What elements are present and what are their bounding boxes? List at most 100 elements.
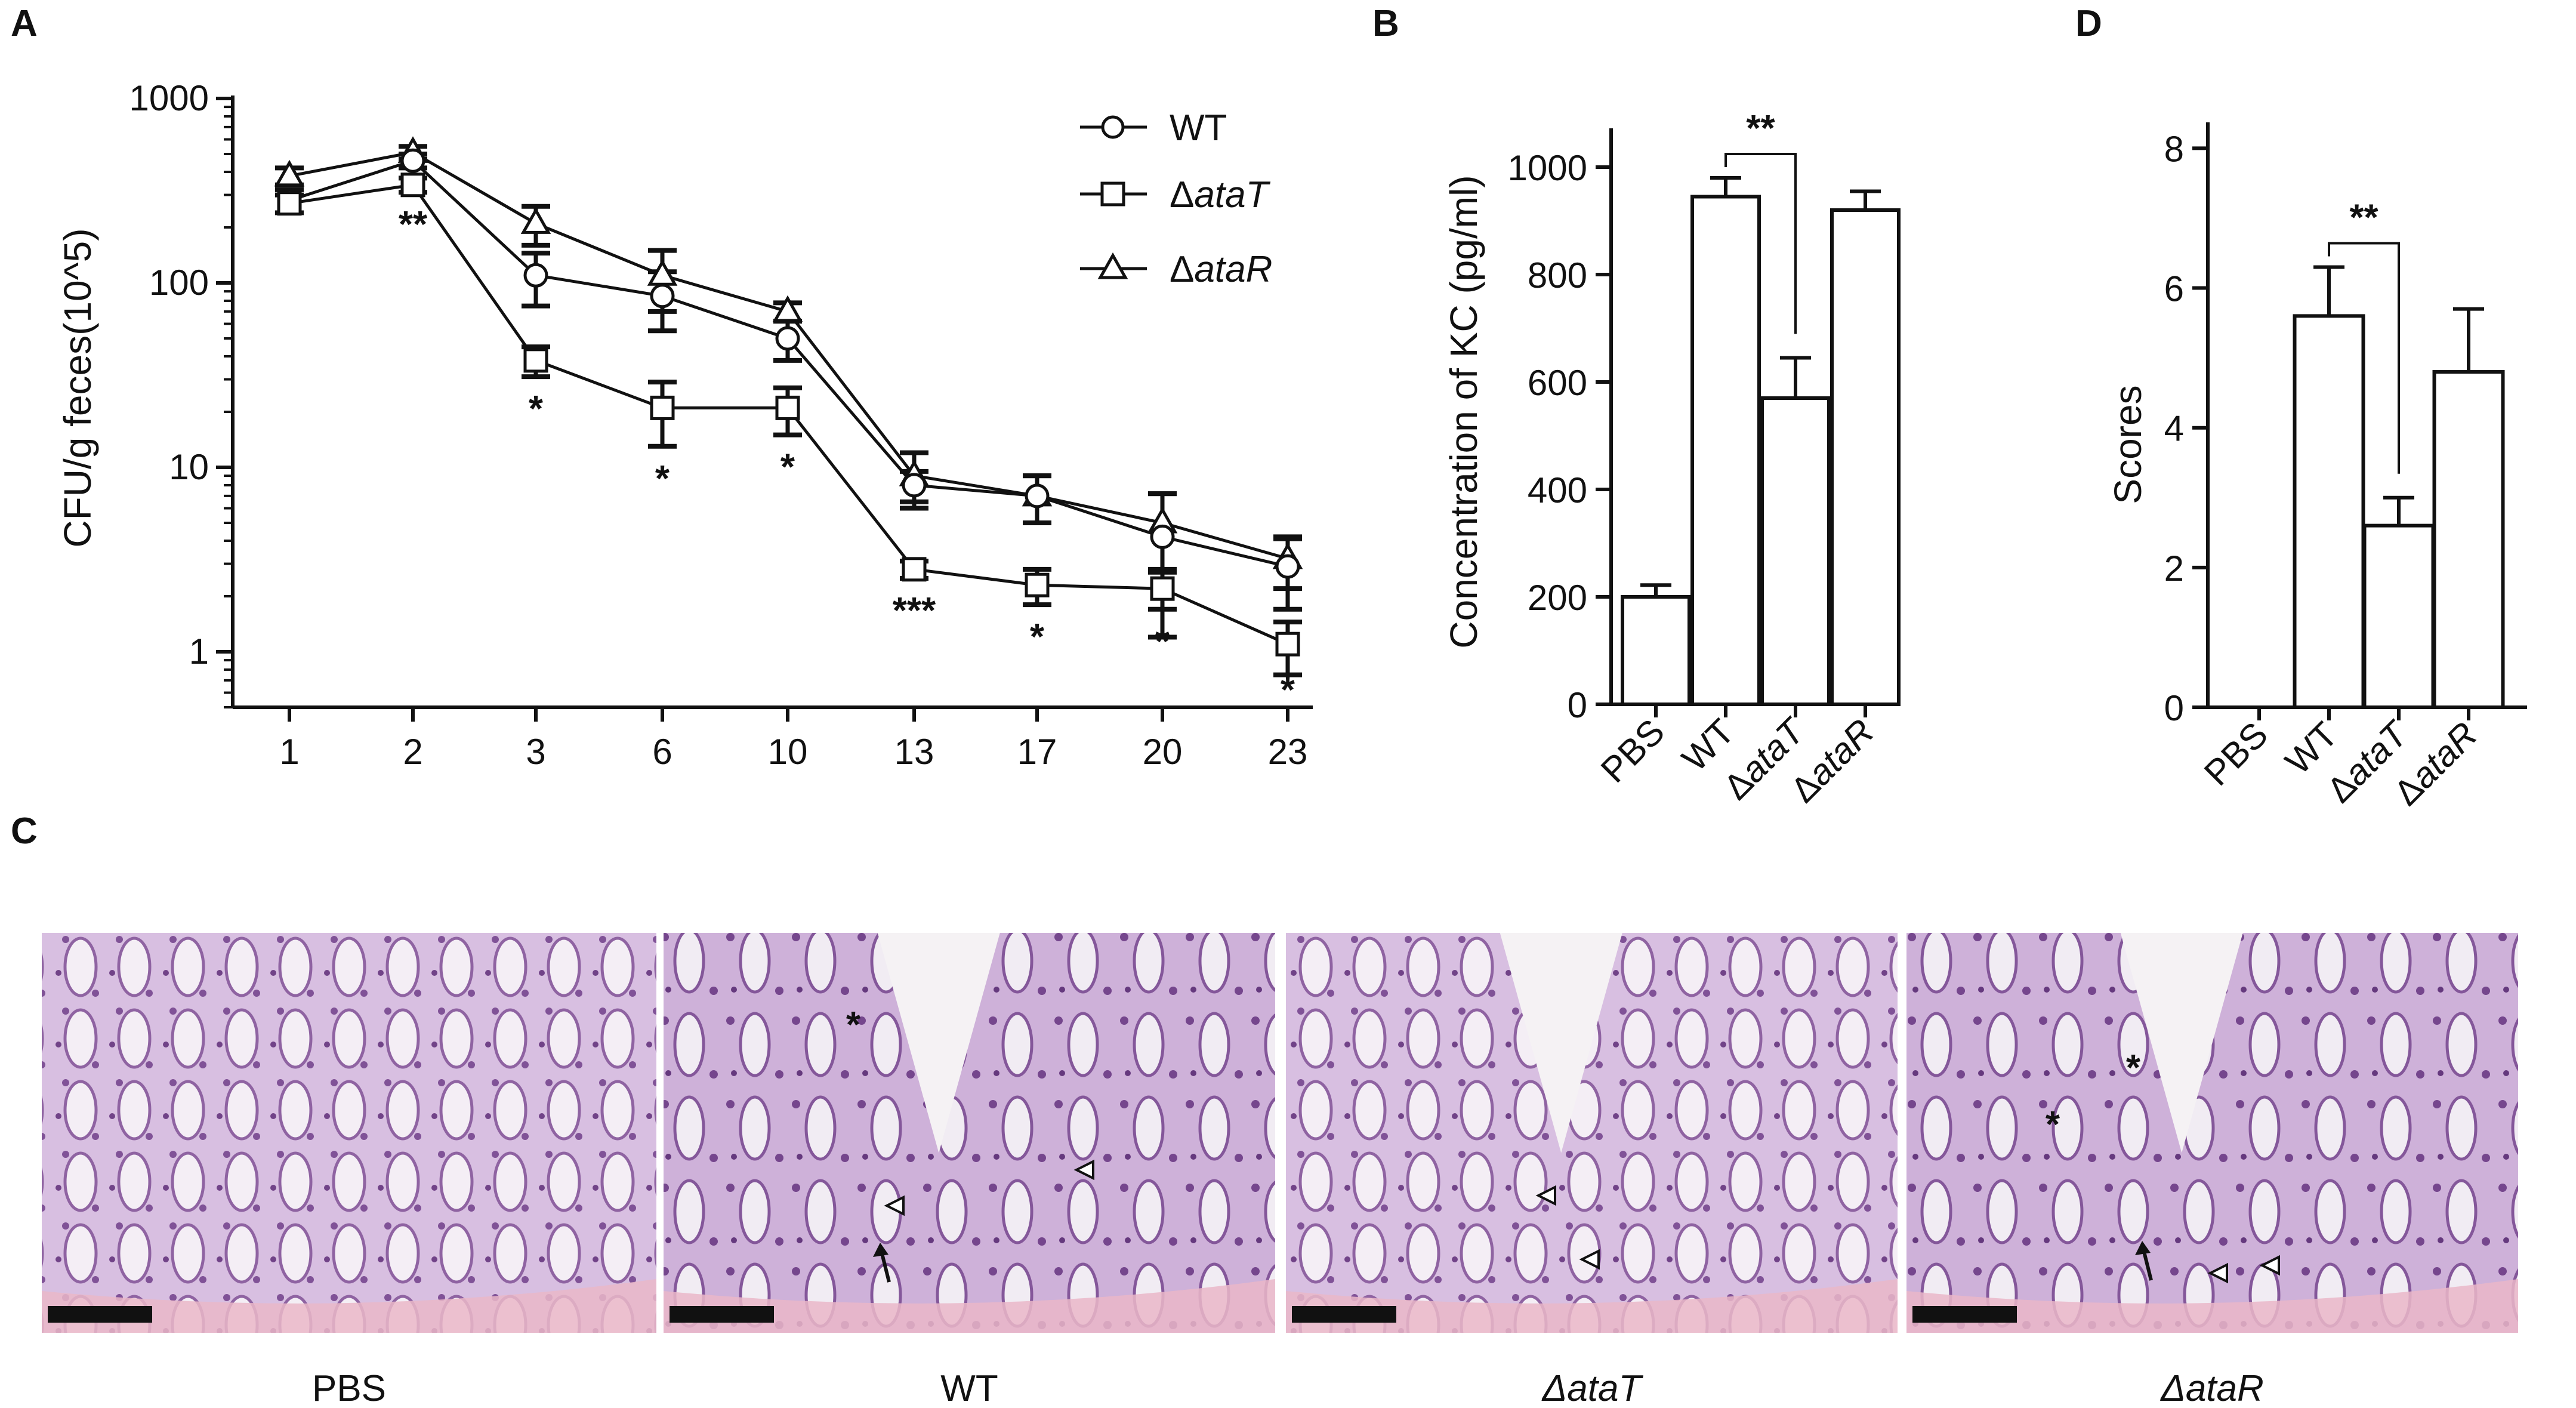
- chart-d-y-axis-label: Scores: [2106, 385, 2149, 504]
- data-point-circle: [523, 263, 548, 288]
- lumen-gap: [1500, 933, 1622, 1153]
- x-tick-label: 2: [403, 732, 422, 772]
- significance-marker: *: [655, 458, 670, 500]
- data-point-square: [1275, 631, 1300, 657]
- histology-image-3: [1286, 933, 1898, 1333]
- lumen-gap: [877, 933, 1000, 1153]
- muscle-layer: [664, 1279, 1275, 1333]
- bar: [2432, 370, 2505, 709]
- scale-bar: [670, 1306, 774, 1323]
- chart-a-series: **** ***** **: [274, 136, 1303, 711]
- x-tick-label: 3: [526, 732, 545, 772]
- asterisk-mark-atar-2: *: [2046, 1104, 2060, 1145]
- significance-marker: **: [399, 204, 428, 245]
- data-point-square: [902, 557, 927, 582]
- legend-marker-triangle: [1097, 252, 1128, 279]
- significance-marker: *: [1030, 617, 1045, 658]
- histology-panel: PBS WT ΔataT ΔataR * * *: [42, 933, 2518, 1408]
- data-point-circle: [1025, 483, 1050, 509]
- panel-label-a: A: [11, 3, 38, 44]
- bar: [1690, 195, 1761, 706]
- legend-marker-circle: [1101, 115, 1125, 139]
- muscle-layer: [1286, 1279, 1898, 1333]
- data-point-square: [650, 395, 675, 420]
- histology-image-1: [42, 933, 656, 1333]
- significance-marker: ***: [893, 590, 936, 631]
- significance-marker: *: [780, 447, 795, 488]
- x-tick-label: 6: [652, 732, 672, 772]
- x-tick-label: PBS: [1593, 711, 1672, 790]
- significance-bracket: [1724, 153, 1797, 334]
- y-tick-label: 0: [1568, 685, 1587, 725]
- y-tick-label: 1000: [1508, 148, 1587, 188]
- legend-marker-square: [1100, 181, 1125, 207]
- data-point-circle: [902, 473, 927, 498]
- histology-image-4: [1906, 933, 2518, 1333]
- x-tick-label: PBS: [2196, 714, 2275, 793]
- x-tick-label: 1: [279, 732, 299, 772]
- arrow-head: [2135, 1241, 2151, 1255]
- y-tick-label: 10: [169, 447, 209, 487]
- bar: [2362, 523, 2435, 709]
- chart-a-y-axis-label: CFU/g feces(10^5): [56, 228, 99, 547]
- data-point-circle: [400, 148, 425, 173]
- tissue-texture: [42, 933, 656, 1333]
- y-tick-label: 1000: [129, 78, 209, 118]
- y-tick-label: 8: [2164, 129, 2184, 169]
- data-point-triangle: [772, 295, 803, 322]
- histology-image-2: [664, 933, 1275, 1333]
- chart-b-y-axis-label: Concentration of KC (pg/ml): [1442, 175, 1485, 648]
- arrow-head: [873, 1243, 889, 1257]
- y-tick-label: 800: [1528, 255, 1587, 295]
- asterisk-mark-wt: *: [846, 1005, 861, 1046]
- y-tick-label: 100: [149, 263, 209, 303]
- histology-caption-4: ΔataR: [2159, 1368, 2264, 1408]
- data-point-square: [775, 395, 800, 420]
- open-triangle-mark: [1535, 1185, 1556, 1206]
- data-point-square: [1025, 572, 1050, 597]
- lumen-gap: [2120, 933, 2243, 1153]
- data-point-square: [1150, 576, 1175, 601]
- y-tick-label: 400: [1528, 470, 1587, 510]
- x-tick-label: 10: [768, 732, 808, 772]
- y-tick-label: 2: [2164, 549, 2184, 589]
- chart-b: Concentration of KC (pg/ml) 0 200 400 600 80…: [1442, 108, 1901, 810]
- open-triangle-mark: [2207, 1262, 2228, 1284]
- data-point-square: [400, 172, 425, 198]
- scale-bar: [1912, 1306, 2017, 1323]
- panel-label-b: B: [1372, 3, 1399, 44]
- bar: [1760, 396, 1831, 706]
- histology-caption-3: ΔataT: [1541, 1368, 1644, 1408]
- bar: [2293, 314, 2365, 709]
- y-tick-label: 200: [1528, 578, 1587, 618]
- y-tick-label: 600: [1528, 363, 1587, 403]
- open-triangle-mark: [884, 1195, 905, 1216]
- delta-symbol: Δ: [1170, 174, 1194, 215]
- data-point-circle: [650, 284, 675, 309]
- legend-label: ΔataR: [1170, 249, 1272, 290]
- gene-name: ataR: [1194, 249, 1272, 290]
- significance-marker: **: [1746, 108, 1775, 149]
- bar: [1621, 595, 1691, 706]
- panel-label-c: C: [11, 811, 38, 852]
- open-triangle-mark: [1579, 1249, 1600, 1270]
- muscle-layer: [42, 1279, 656, 1333]
- significance-marker: *: [529, 389, 544, 430]
- significance-marker: **: [2349, 197, 2378, 238]
- data-point-circle: [1150, 524, 1175, 549]
- data-point-circle: [1275, 554, 1300, 579]
- y-tick-label: 1: [189, 631, 209, 671]
- asterisk-mark-atar-1: *: [2126, 1047, 2141, 1089]
- open-triangle-mark: [2259, 1255, 2280, 1276]
- data-point-circle: [775, 326, 800, 351]
- open-triangle-mark: [1073, 1159, 1094, 1181]
- significance-bracket: [2328, 242, 2400, 474]
- legend-label: ΔataT: [1170, 174, 1271, 215]
- muscle-layer: [1906, 1279, 2518, 1333]
